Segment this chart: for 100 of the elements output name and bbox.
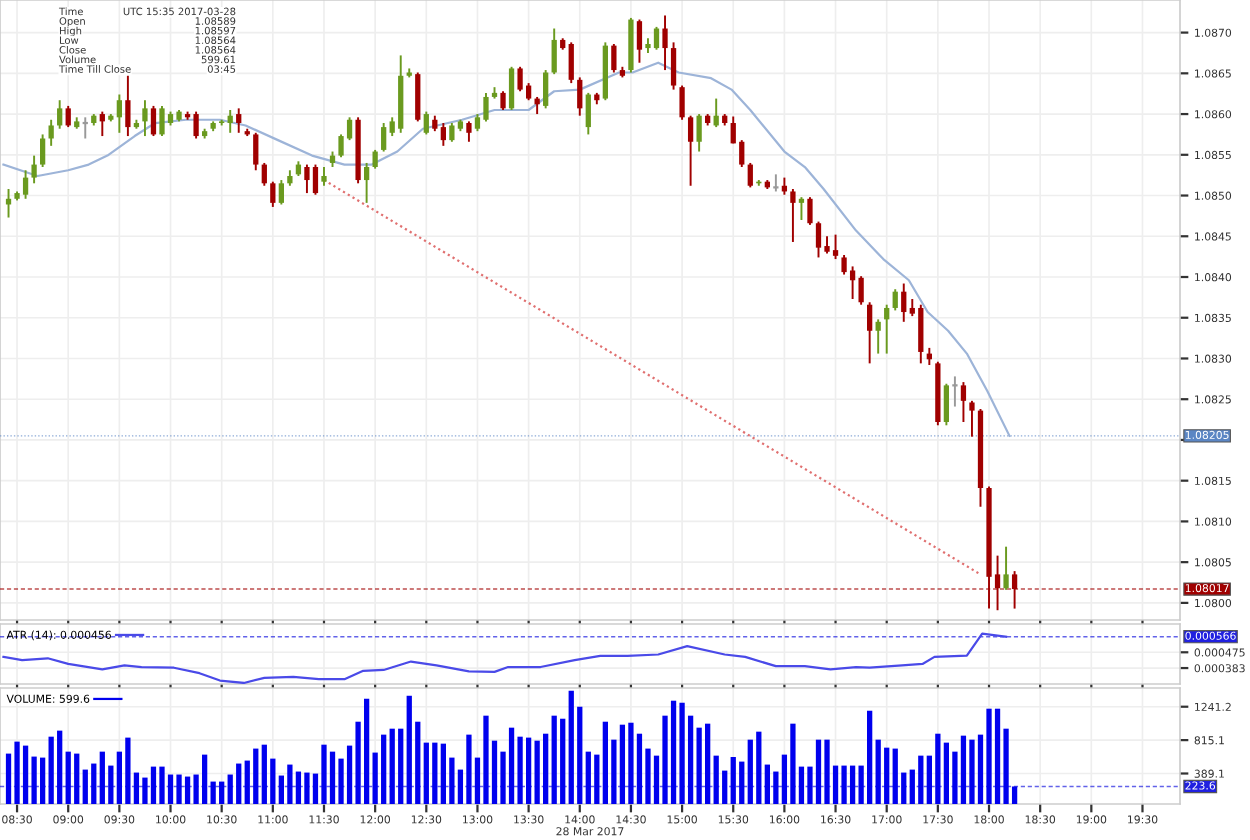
bar bbox=[398, 728, 404, 804]
bar bbox=[210, 781, 216, 804]
bar bbox=[329, 751, 336, 804]
candlestick bbox=[543, 69, 549, 110]
candlestick bbox=[1003, 545, 1009, 591]
bar bbox=[679, 702, 685, 804]
bar bbox=[483, 715, 489, 804]
candlestick bbox=[875, 318, 881, 355]
candlestick bbox=[798, 196, 805, 221]
candlestick bbox=[227, 109, 233, 134]
candlestick bbox=[372, 148, 378, 170]
candlestick bbox=[517, 65, 523, 93]
bar bbox=[628, 722, 634, 804]
candlestick bbox=[321, 166, 327, 187]
candlestick bbox=[841, 254, 847, 276]
bar bbox=[159, 766, 165, 804]
bar bbox=[585, 751, 591, 804]
candlestick bbox=[150, 104, 157, 138]
candlestick bbox=[48, 118, 54, 147]
bar bbox=[884, 747, 890, 804]
candlestick bbox=[901, 282, 907, 323]
candlestick bbox=[236, 107, 242, 134]
candlestick bbox=[381, 122, 387, 153]
bar bbox=[65, 751, 71, 804]
bar bbox=[935, 733, 941, 804]
bar bbox=[321, 744, 327, 804]
bar bbox=[790, 723, 796, 804]
bar bbox=[261, 744, 267, 804]
candlestick bbox=[193, 110, 199, 140]
candlestick bbox=[57, 99, 63, 130]
candlestick bbox=[99, 110, 105, 138]
bar bbox=[824, 739, 830, 804]
bar bbox=[849, 765, 856, 804]
candlestick bbox=[261, 161, 267, 187]
bar bbox=[423, 742, 429, 804]
candlestick bbox=[312, 163, 319, 196]
bar bbox=[167, 774, 174, 804]
candlestick bbox=[440, 122, 446, 147]
candlestick bbox=[679, 84, 685, 121]
candlestick bbox=[943, 382, 950, 427]
bar bbox=[219, 781, 225, 804]
bar bbox=[918, 755, 924, 804]
bar bbox=[986, 708, 992, 804]
bar bbox=[756, 731, 762, 804]
candlestick bbox=[858, 275, 864, 306]
bar bbox=[176, 774, 182, 804]
candlestick bbox=[772, 173, 780, 193]
bar bbox=[82, 769, 88, 804]
bar bbox=[960, 735, 967, 804]
candlestick bbox=[577, 76, 583, 117]
candlestick bbox=[500, 90, 506, 111]
bar bbox=[534, 740, 540, 804]
candlestick bbox=[653, 25, 660, 51]
bar bbox=[892, 748, 898, 804]
candlestick bbox=[65, 104, 71, 129]
candlestick bbox=[951, 375, 959, 408]
candlestick bbox=[142, 99, 148, 138]
bar bbox=[739, 761, 745, 804]
bar bbox=[670, 700, 677, 804]
bar bbox=[48, 736, 54, 804]
candlestick bbox=[611, 43, 617, 74]
bar bbox=[525, 737, 532, 804]
candlestick bbox=[278, 179, 284, 206]
candlestick bbox=[423, 110, 429, 136]
bar bbox=[969, 739, 975, 804]
candlestick bbox=[636, 18, 643, 64]
bar bbox=[91, 763, 97, 804]
candlestick bbox=[39, 133, 46, 168]
bar bbox=[39, 757, 46, 804]
candlestick bbox=[832, 233, 839, 261]
candlestick bbox=[815, 220, 822, 259]
bar bbox=[508, 727, 515, 804]
candlestick bbox=[918, 303, 924, 365]
bar bbox=[253, 748, 259, 804]
bar bbox=[560, 718, 566, 804]
bar bbox=[815, 739, 822, 804]
bar bbox=[125, 737, 131, 804]
candlestick bbox=[508, 65, 515, 111]
bar bbox=[466, 734, 472, 804]
candlestick bbox=[363, 161, 370, 204]
bar bbox=[551, 715, 557, 804]
candlestick bbox=[884, 303, 890, 355]
candlestick bbox=[159, 104, 165, 138]
candlestick bbox=[892, 288, 898, 312]
bar bbox=[74, 753, 80, 804]
bar bbox=[99, 751, 105, 804]
bar bbox=[841, 765, 847, 804]
candlestick bbox=[483, 91, 489, 123]
bar bbox=[713, 755, 719, 804]
candlestick bbox=[662, 14, 668, 72]
candlestick bbox=[867, 301, 873, 365]
bar bbox=[875, 739, 881, 804]
candlestick bbox=[696, 113, 702, 153]
bar bbox=[22, 745, 29, 804]
candlestick bbox=[969, 399, 975, 438]
bar bbox=[184, 776, 191, 804]
bar bbox=[943, 742, 950, 804]
bar bbox=[287, 764, 293, 804]
candlestick bbox=[415, 71, 421, 123]
candlestick bbox=[304, 163, 310, 195]
